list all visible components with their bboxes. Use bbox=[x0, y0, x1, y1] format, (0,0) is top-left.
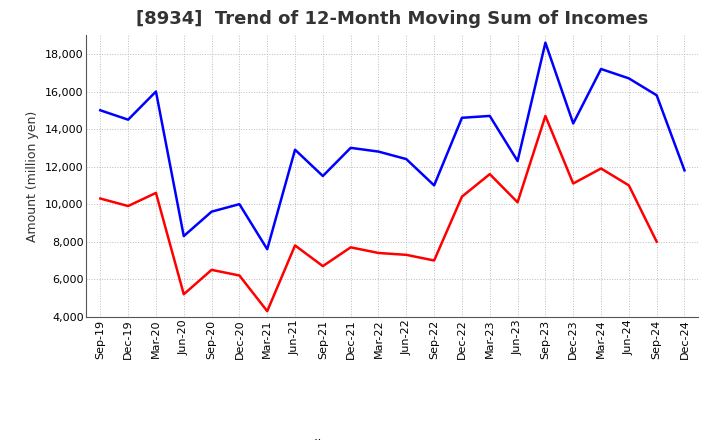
Net Income bbox=[485, 172, 494, 177]
Ordinary Income bbox=[318, 173, 327, 179]
Net Income bbox=[374, 250, 383, 256]
Ordinary Income bbox=[597, 66, 606, 72]
Net Income bbox=[541, 113, 550, 118]
Net Income bbox=[124, 203, 132, 209]
Ordinary Income bbox=[207, 209, 216, 214]
Ordinary Income bbox=[485, 113, 494, 118]
Net Income bbox=[318, 264, 327, 269]
Ordinary Income bbox=[235, 202, 243, 207]
Net Income bbox=[96, 196, 104, 201]
Ordinary Income bbox=[652, 93, 661, 98]
Net Income bbox=[597, 166, 606, 171]
Ordinary Income bbox=[346, 145, 355, 150]
Ordinary Income bbox=[124, 117, 132, 122]
Ordinary Income bbox=[374, 149, 383, 154]
Legend: Ordinary Income, Net Income: Ordinary Income, Net Income bbox=[248, 434, 536, 440]
Net Income bbox=[624, 183, 633, 188]
Line: Ordinary Income: Ordinary Income bbox=[100, 43, 685, 249]
Net Income bbox=[152, 190, 161, 195]
Net Income bbox=[346, 245, 355, 250]
Ordinary Income bbox=[402, 157, 410, 162]
Y-axis label: Amount (million yen): Amount (million yen) bbox=[27, 110, 40, 242]
Ordinary Income bbox=[680, 168, 689, 173]
Ordinary Income bbox=[624, 76, 633, 81]
Net Income bbox=[235, 273, 243, 278]
Ordinary Income bbox=[291, 147, 300, 152]
Net Income bbox=[402, 252, 410, 257]
Ordinary Income bbox=[179, 234, 188, 239]
Net Income bbox=[291, 243, 300, 248]
Ordinary Income bbox=[152, 89, 161, 94]
Net Income bbox=[513, 200, 522, 205]
Ordinary Income bbox=[541, 40, 550, 45]
Ordinary Income bbox=[263, 246, 271, 252]
Net Income bbox=[458, 194, 467, 199]
Ordinary Income bbox=[458, 115, 467, 121]
Net Income bbox=[569, 181, 577, 186]
Line: Net Income: Net Income bbox=[100, 116, 657, 311]
Net Income bbox=[652, 239, 661, 244]
Net Income bbox=[430, 258, 438, 263]
Ordinary Income bbox=[569, 121, 577, 126]
Net Income bbox=[263, 308, 271, 314]
Ordinary Income bbox=[430, 183, 438, 188]
Net Income bbox=[207, 267, 216, 272]
Ordinary Income bbox=[513, 158, 522, 164]
Ordinary Income bbox=[96, 108, 104, 113]
Net Income bbox=[179, 292, 188, 297]
Title: [8934]  Trend of 12-Month Moving Sum of Incomes: [8934] Trend of 12-Month Moving Sum of I… bbox=[136, 10, 649, 28]
